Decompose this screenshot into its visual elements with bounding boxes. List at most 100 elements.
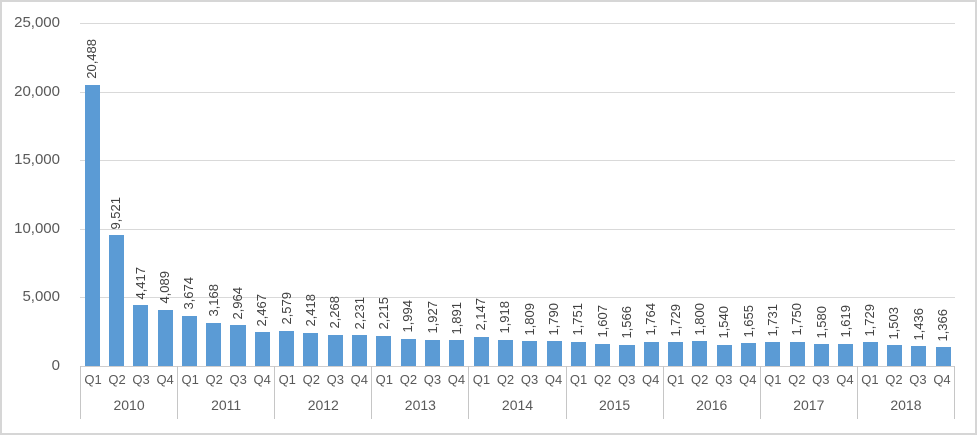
bar-value-label: 2,215 (376, 297, 392, 330)
bar-value-label: 1,366 (935, 308, 951, 342)
bar[interactable] (230, 325, 246, 366)
bar-value-label: 2,147 (473, 298, 489, 331)
bar[interactable] (473, 336, 489, 366)
bar-slot: 1,764 (639, 23, 663, 366)
bar[interactable] (838, 343, 854, 366)
bar[interactable] (522, 341, 538, 366)
y-tick-label: 20,000 (14, 83, 60, 100)
quarter-label: Q1 (278, 372, 296, 387)
quarter-label: Q1 (472, 372, 491, 387)
bar[interactable] (813, 344, 830, 366)
bar-value-label: 1,891 (449, 301, 465, 335)
quarter-label: Q4 (641, 372, 660, 387)
bar-slot: 1,790 (542, 23, 566, 366)
bar[interactable] (692, 341, 708, 366)
bar[interactable] (862, 342, 878, 366)
quarter-label: Q2 (593, 372, 612, 387)
bar-slot: 1,619 (834, 23, 858, 366)
bar[interactable] (400, 338, 416, 366)
bar[interactable] (765, 342, 781, 366)
bar-value-label: 1,729 (667, 303, 683, 337)
quarter-label: Q4 (933, 372, 951, 387)
y-tick-label: 10,000 (14, 220, 60, 237)
bar[interactable] (181, 315, 197, 366)
quarter-label: Q2 (788, 372, 806, 387)
bar-value-label: 1,809 (521, 302, 537, 336)
year-label: 2017 (793, 397, 825, 413)
bar[interactable] (497, 339, 513, 366)
quarter-label: Q3 (715, 372, 733, 387)
bar[interactable] (352, 335, 368, 366)
bar-slot: 1,436 (907, 23, 931, 366)
year-group: Q1 Q2 Q3 Q4 2017 (759, 366, 857, 419)
quarter-label: Q4 (447, 372, 466, 387)
quarter-row: Q1 Q2 Q3 Q4 (664, 366, 760, 393)
bar[interactable] (254, 332, 270, 366)
quarter-label: Q3 (520, 372, 539, 387)
quarter-row: Q1 Q2 Q3 Q4 (761, 366, 857, 393)
quarter-label: Q4 (836, 372, 854, 387)
bar[interactable] (327, 334, 343, 366)
bar[interactable] (376, 335, 392, 366)
gridline (80, 23, 955, 24)
year-group: Q1 Q2 Q3 Q4 2015 (565, 366, 663, 419)
bar-value-label: 2,579 (278, 292, 294, 325)
year-label: 2015 (599, 397, 631, 413)
bar-value-label: 1,607 (594, 305, 610, 338)
bar[interactable] (789, 342, 805, 366)
bar[interactable] (206, 322, 222, 366)
quarter-label: Q3 (229, 372, 247, 387)
quarter-label: Q4 (739, 372, 757, 387)
bar-value-label: 2,418 (303, 294, 319, 327)
bar[interactable] (424, 339, 441, 366)
bar[interactable] (619, 344, 635, 366)
bar-value-label: 1,800 (692, 302, 708, 336)
bar[interactable] (449, 340, 465, 366)
quarter-label: Q3 (423, 372, 442, 387)
bar-value-label: 1,655 (740, 304, 756, 338)
bar[interactable] (303, 332, 319, 366)
bar-slot: 1,731 (761, 23, 785, 366)
year-label: 2016 (696, 397, 728, 413)
year-label: 2018 (890, 397, 922, 413)
bar[interactable] (911, 346, 927, 366)
bar-slot: 1,729 (858, 23, 882, 366)
bar[interactable] (570, 341, 586, 366)
bar-slot: 4,417 (129, 23, 153, 366)
bar[interactable] (546, 341, 562, 366)
bar[interactable] (716, 344, 732, 366)
bar[interactable] (279, 330, 295, 366)
bar[interactable] (668, 342, 684, 366)
bar-value-label: 2,467 (254, 293, 270, 327)
bar-value-label: 1,751 (570, 303, 586, 336)
bar[interactable] (84, 84, 100, 366)
bar[interactable] (886, 345, 902, 366)
plot-area: 20,488 9,521 4,417 4,089 3,674 3,168 2,964 2,46… (80, 23, 955, 367)
quarter-label: Q3 (132, 372, 150, 387)
bar[interactable] (643, 341, 659, 366)
bar-slot: 1,566 (615, 23, 639, 366)
y-axis: 25,000 20,000 15,000 10,000 5,000 0 (2, 13, 66, 378)
year-group: Q1 Q2 Q3 Q4 2011 (177, 366, 274, 419)
year-group: Q1 Q2 Q3 Q4 2012 (274, 366, 371, 419)
bar-slot: 1,366 (931, 23, 955, 366)
bar-value-label: 20,488 (84, 39, 100, 79)
quarter-label: Q2 (108, 372, 126, 387)
quarter-label: Q4 (350, 372, 368, 387)
bar-value-label: 2,231 (351, 296, 367, 330)
bar[interactable] (133, 305, 149, 366)
year-group: Q1 Q2 Q3 Q4 2014 (468, 366, 565, 419)
bar[interactable] (157, 309, 173, 366)
bar-slot: 1,503 (882, 23, 906, 366)
y-tick-label: 5,000 (22, 288, 60, 305)
bars-row: 20,488 9,521 4,417 4,089 3,674 3,168 2,964 2,46… (80, 23, 955, 366)
bar-slot: 1,891 (445, 23, 469, 366)
bar[interactable] (108, 235, 124, 366)
bar[interactable] (741, 343, 757, 366)
year-group: Q1 Q2 Q3 Q4 2010 (80, 366, 177, 419)
bar[interactable] (935, 347, 951, 366)
bar-value-label: 1,918 (497, 301, 513, 334)
y-tick-label: 0 (51, 357, 60, 374)
bar[interactable] (595, 343, 611, 366)
bar-value-label: 4,417 (132, 266, 148, 300)
